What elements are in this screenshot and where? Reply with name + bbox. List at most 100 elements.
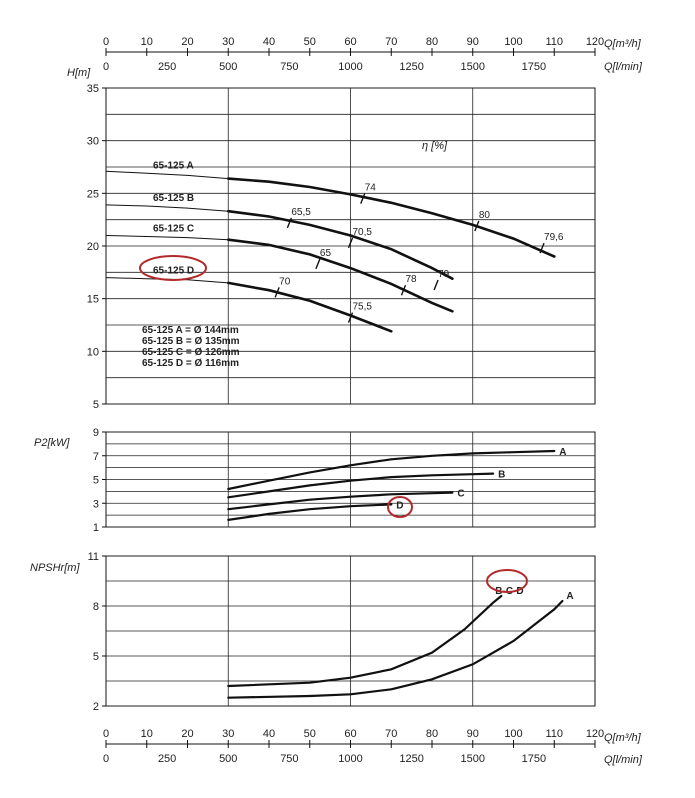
top-q-m3h-tick-label: 30 [222,36,234,48]
bottom-q-lmin-tick-label: 1750 [522,753,546,765]
top-q-lmin-tick-label: 1750 [522,61,546,73]
efficiency-mark-label: 70 [279,276,291,287]
head-grid: 5 10 15 20 25 30 35 [87,83,596,411]
bottom-q-m3h-tick-label: 110 [545,728,563,740]
efficiency-mark [360,193,366,204]
y-tick-label: 15 [87,294,99,306]
impeller-legend-item: 65-125 D = Ø 116mm [142,358,239,369]
bottom-q-m3h-tick-label: 120 [586,728,604,740]
power-curve-label: B [498,470,505,481]
y-tick-label: 8 [93,601,99,613]
bottom-q-lmin-tick-label: 500 [219,753,237,765]
y-tick-label: 11 [88,551,99,563]
bottom-q-lmin-tick-label: 750 [280,753,298,765]
efficiency-mark [400,284,407,296]
head-curve-thin [105,204,229,212]
head-curve-thick [227,238,454,313]
top-q-m3h-tick-label: 40 [263,36,275,48]
top-q-m3h-tick-label: 90 [467,36,479,48]
head-curve-thin [105,235,229,241]
bottom-q-lmin-tick-label: 250 [158,753,176,765]
highlight-ring-d-head [139,255,207,281]
power-axis-label: P2[kW] [34,437,70,449]
top-q-m3h-tick-label: 50 [304,36,316,48]
efficiency-mark-label: 78 [405,274,417,285]
efficiency-mark-label: 80 [479,210,491,221]
efficiency-mark [347,237,354,249]
y-tick-label: 30 [87,136,99,148]
top-q-lmin-tick-label: 500 [219,61,237,73]
highlight-ring-d-power [387,496,413,518]
power-curve [227,491,454,511]
top-q-lmin-tick-label: 1000 [338,61,362,73]
efficiency-mark-label: 74 [365,183,377,194]
top-q-axis: 0 10 20 30 40 50 60 70 80 90 100 110 120 0 250 500 750 10… [103,36,643,73]
y-tick-label: 5 [93,399,99,411]
bottom-q-m3h-tick-label: 10 [141,728,153,740]
head-curve-label: 65-125 B [153,193,194,204]
power-curve-label: A [559,447,566,458]
power-curves: A B C D [227,447,566,521]
bottom-q-m3h-tick-label: 40 [263,728,275,740]
y-tick-label: 9 [93,427,99,439]
power-curve [227,472,495,499]
y-tick-label: 1 [93,522,99,534]
top-q-m3h-tick-label: 110 [545,36,563,48]
efficiency-mark [315,258,321,270]
efficiency-mark-label: 65,5 [291,207,311,218]
npsh-curve [227,599,564,699]
efficiency-mark [286,217,293,229]
power-curve-label: D [396,500,403,511]
efficiency-mark [274,287,280,298]
y-tick-label: 2 [93,701,99,713]
y-tick-label: 10 [87,346,99,358]
bottom-q-axis: 0 10 20 30 40 50 60 70 80 90 100 110 120 0 250 500 750 10… [103,728,643,766]
efficiency-mark [474,220,480,232]
y-tick-label: 5 [93,475,99,487]
power-curve [227,449,556,491]
head-curve-label: 65-125 C [153,224,194,235]
bottom-q-m3h-tick-label: 80 [426,728,438,740]
head-curve-thin [105,170,229,180]
top-q-m3h-tick-label: 100 [504,36,522,48]
y-tick-label: 20 [87,241,99,253]
efficiency-mark-label: 75,5 [353,302,373,313]
impeller-legend-item: 65-125 C = Ø 126mm [142,347,240,358]
bottom-q-lmin-label: Q[l/min] [604,754,643,766]
bottom-q-m3h-label: Q[m³/h] [604,732,642,744]
y-tick-label: 7 [93,451,99,463]
power-curve [227,503,393,521]
bottom-q-m3h-tick-label: 90 [467,728,479,740]
head-curve-label: 65-125 A [153,160,194,171]
bottom-q-m3h-tick-label: 0 [103,728,109,740]
efficiency-mark-label: 70,5 [353,227,373,238]
efficiency-mark-label: 79 [438,269,450,280]
top-q-m3h-tick-label: 0 [103,36,109,48]
power-curve-label: C [457,489,464,500]
impeller-legend-item: 65-125 A = Ø 144mm [142,325,239,336]
head-curve-thick [227,281,393,333]
efficiency-mark [347,312,354,323]
bottom-q-lmin-tick-label: 1000 [338,753,362,765]
efficiency-mark [539,242,545,254]
highlight-ring-bcd-npsh [486,569,528,593]
efficiency-mark-label: 65 [320,248,332,259]
power-grid: 1 3 5 7 9 [93,427,596,534]
top-q-m3h-tick-label: 10 [141,36,153,48]
head-curves: 65-125 A 65-125 B 65-125 C 65-125 D 74 80 79,6… [105,160,564,333]
top-q-m3h-tick-label: 20 [181,36,193,48]
top-q-m3h-tick-label: 60 [344,36,356,48]
npsh-axis-label: NPSHr[m] [30,562,80,574]
npsh-curve-label: A [566,591,573,602]
bottom-q-lmin-tick-label: 0 [103,753,109,765]
top-q-m3h-tick-label: 70 [385,36,397,48]
impeller-legend-item: 65-125 B = Ø 135mm [142,336,240,347]
y-tick-label: 3 [93,498,99,510]
y-tick-label: 35 [87,83,99,95]
head-curve-thick [227,209,454,280]
bottom-q-m3h-tick-label: 70 [385,728,397,740]
npsh-grid: 2 5 8 11 [88,551,596,713]
